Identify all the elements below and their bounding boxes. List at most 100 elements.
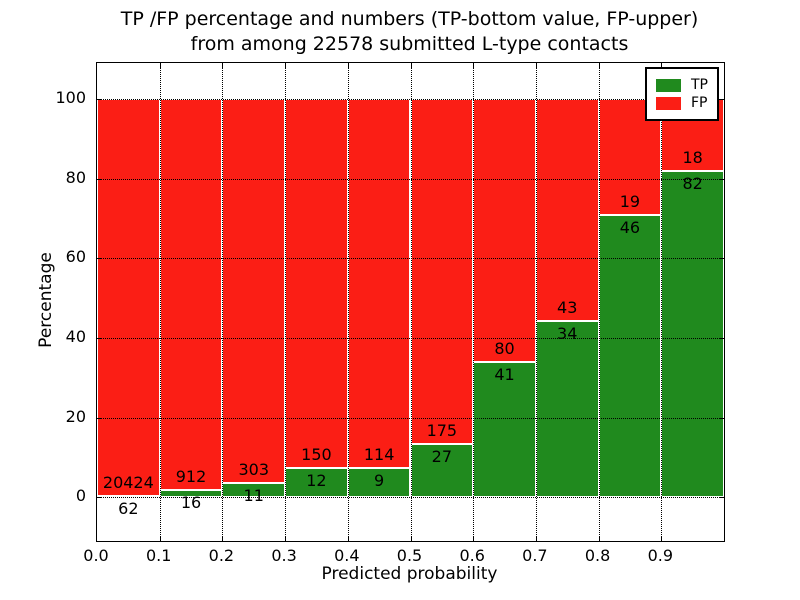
x-axis-tick <box>347 536 349 541</box>
grid-line-x-0.6 <box>473 63 475 541</box>
y-axis-tick <box>719 98 724 100</box>
y-axis-tick <box>719 178 724 180</box>
bar-annotation-tp-4: 9 <box>374 471 385 491</box>
x-tick-label-0.0: 0.0 <box>83 546 109 565</box>
y-axis-tick <box>97 258 102 260</box>
bar-annotation-fp-0: 20424 <box>102 472 154 492</box>
bar-annotation-fp-7: 43 <box>557 298 578 318</box>
bar-annotation-tp-5: 27 <box>431 446 453 466</box>
x-tick-label-0.7: 0.7 <box>522 546 548 565</box>
plot-area: TP FP 20424 62 912 16 303 11 150 12 114 9 175 27 80 4… <box>96 62 725 542</box>
x-tick-label-0.6: 0.6 <box>459 546 485 565</box>
x-tick-label-0.1: 0.1 <box>145 546 172 565</box>
bar-segment-tp-9 <box>661 170 724 498</box>
y-tick-label-40: 40 <box>65 326 86 346</box>
bar-segment-tp-7 <box>535 321 599 498</box>
y-tick-label-20: 20 <box>65 406 86 426</box>
x-axis-tick <box>347 63 349 68</box>
x-axis-tick <box>285 536 287 541</box>
x-axis-tick <box>285 63 287 68</box>
chart-title-line2: from among 22578 submitted L-type contac… <box>190 33 629 55</box>
y-axis-tick <box>719 497 724 499</box>
bar-segment-tp-8 <box>598 215 662 498</box>
bar-annotation-tp-8: 46 <box>619 218 641 238</box>
x-axis-tick <box>535 536 537 541</box>
bar-annotation-tp-7: 34 <box>557 324 578 344</box>
x-axis-tick <box>222 63 224 68</box>
bar-annotation-tp-6: 41 <box>494 365 515 385</box>
bar-segment-fp-3 <box>285 98 348 468</box>
bar-segment-tp-5 <box>410 443 474 498</box>
bar-annotation-fp-8: 19 <box>619 192 641 212</box>
bar-segment-tp-3 <box>285 467 348 498</box>
y-tick-label-80: 80 <box>65 167 86 187</box>
bar-segment-fp-0 <box>97 98 160 496</box>
bar-segment-fp-2 <box>222 98 286 484</box>
grid-line-x-0.3 <box>285 63 287 541</box>
bar-annotation-tp-9: 82 <box>682 173 703 193</box>
y-tick-label-0: 0 <box>75 486 86 506</box>
y-axis-tick <box>97 337 102 339</box>
bar-segment-tp-6 <box>473 362 536 498</box>
grid-line-x-0.8 <box>598 63 600 541</box>
x-axis-tick <box>661 536 663 541</box>
y-axis-tick <box>719 258 724 260</box>
x-axis-tick <box>410 63 412 68</box>
y-tick-label-60: 60 <box>65 247 86 267</box>
y-tick-label-100: 100 <box>55 87 86 107</box>
grid-line-x-0.5 <box>410 63 412 541</box>
bar-segment-tp-0 <box>97 495 160 498</box>
grid-line-x-0.1 <box>159 63 161 541</box>
bar-annotation-tp-2: 11 <box>243 486 264 506</box>
bar-segment-fp-4 <box>347 98 411 469</box>
x-tick-label-0.3: 0.3 <box>271 546 297 565</box>
grid-line-x-0.9 <box>661 63 663 541</box>
legend-item-fp: FP <box>656 96 708 110</box>
legend: TP FP <box>645 67 719 121</box>
x-axis-tick <box>661 63 663 68</box>
legend-item-tp: TP <box>656 78 708 92</box>
x-axis-tick <box>222 536 224 541</box>
bar-annotation-fp-4: 114 <box>363 445 395 465</box>
y-axis-tick <box>97 178 102 180</box>
x-tick-label-0.2: 0.2 <box>208 546 235 565</box>
chart-title: TP /FP percentage and numbers (TP-bottom… <box>96 7 723 57</box>
x-tick-label-0.4: 0.4 <box>334 546 360 565</box>
bar-annotation-fp-1: 912 <box>175 467 207 487</box>
bar-annotation-fp-2: 303 <box>238 460 269 480</box>
y-axis-tick <box>97 497 102 499</box>
y-axis-tick <box>719 337 724 339</box>
x-axis-tick <box>473 536 475 541</box>
x-axis-tick <box>159 63 161 68</box>
bar-annotation-tp-3: 12 <box>306 470 327 490</box>
y-axis-tick <box>97 98 102 100</box>
bar-segment-fp-7 <box>535 98 599 322</box>
legend-label-fp: FP <box>691 95 708 111</box>
bar-segment-fp-1 <box>159 98 223 491</box>
tp-color-swatch <box>656 78 681 92</box>
x-axis-tick <box>535 63 537 68</box>
x-tick-label-0.5: 0.5 <box>396 546 423 565</box>
bar-segment-fp-5 <box>410 98 474 444</box>
bar-segment-fp-6 <box>473 98 536 363</box>
bar-annotation-fp-6: 80 <box>494 339 515 359</box>
bar-annotation-fp-5: 175 <box>426 420 458 440</box>
legend-label-tp: TP <box>691 77 708 93</box>
bar-annotation-tp-0: 62 <box>118 498 139 518</box>
y-axis-tick <box>719 417 724 419</box>
fp-color-swatch <box>656 96 681 110</box>
x-axis-tick <box>473 63 475 68</box>
x-tick-label-0.8: 0.8 <box>584 546 611 565</box>
x-axis-label: Predicted probability <box>321 564 498 584</box>
x-axis-tick <box>598 63 600 68</box>
x-tick-label-0.9: 0.9 <box>647 546 674 565</box>
bar-annotation-fp-3: 150 <box>301 444 332 464</box>
bar-annotation-fp-9: 18 <box>682 147 703 167</box>
bar-segment-tp-4 <box>347 468 411 498</box>
bar-annotation-tp-1: 16 <box>180 493 202 513</box>
grid-line-x-0.2 <box>222 63 224 541</box>
x-axis-tick <box>410 536 412 541</box>
x-axis-tick <box>159 536 161 541</box>
x-axis-tick <box>598 536 600 541</box>
